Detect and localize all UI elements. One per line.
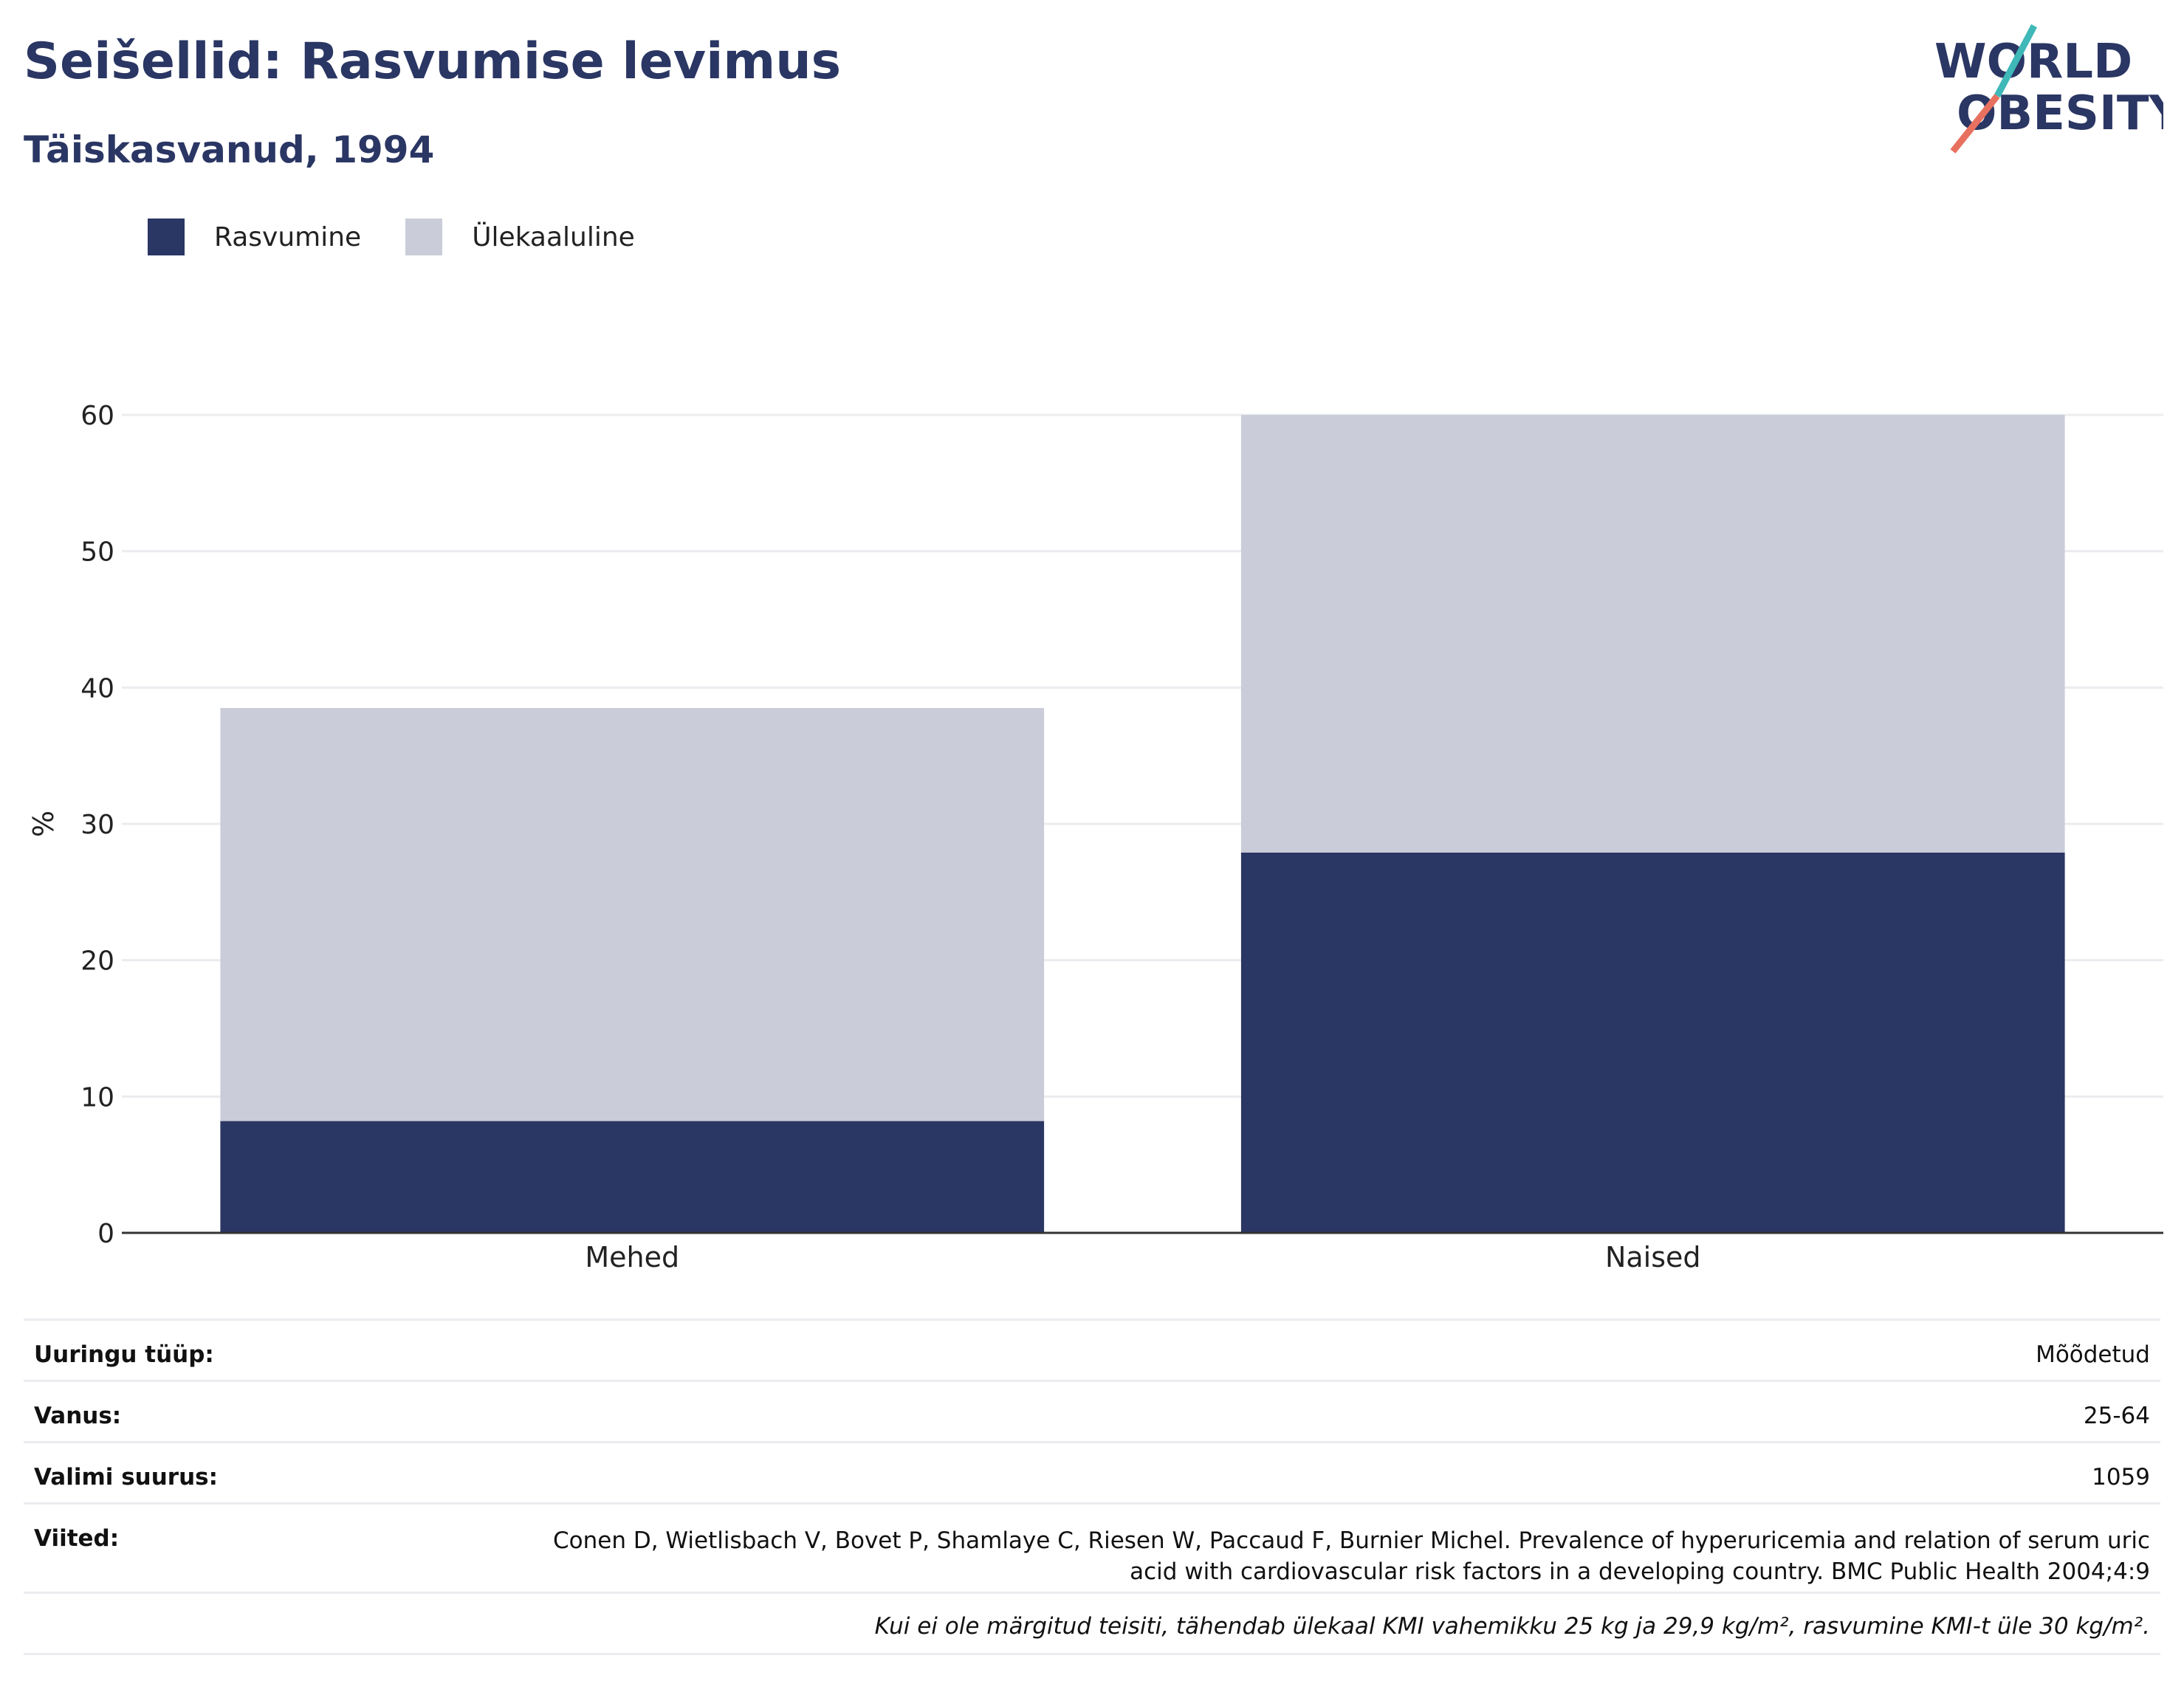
references-label: Viited: xyxy=(34,1525,120,1552)
chart-title: Seišellid: Rasvumise levimus xyxy=(24,32,842,91)
sample-size-label: Valimi suurus: xyxy=(34,1464,218,1491)
y-tick-label-60: 60 xyxy=(80,401,114,431)
y-tick-label-30: 30 xyxy=(80,810,114,840)
bar-mehed-overweight xyxy=(220,708,1045,1121)
y-axis-label: % xyxy=(27,811,60,837)
info-row-survey-type: Uuringu tüüp: Mõõdetud xyxy=(24,1318,2160,1380)
y-tick-label-40: 40 xyxy=(80,673,114,704)
definition-note: Kui ei ole märgitud teisiti, tähendab ül… xyxy=(874,1613,2150,1640)
x-tick-label-naised: Naised xyxy=(1605,1241,1701,1273)
legend-swatch-overweight xyxy=(405,219,443,255)
info-row-age: Vanus: 25-64 xyxy=(24,1380,2160,1441)
legend-label-overweight: Ülekaaluline xyxy=(472,221,635,252)
bar-chart: 0 10 20 30 40 50 60% Mehed Naised xyxy=(27,401,2163,1273)
world-obesity-logo: WORLD OBESITY xyxy=(1934,24,2163,154)
logo-line2: OBESITY xyxy=(1957,86,2163,141)
survey-type-value: Mõõdetud xyxy=(2036,1341,2150,1368)
bar-mehed-obesity xyxy=(220,1121,1045,1233)
chart-subtitle: Täiskasvanud, 1994 xyxy=(24,128,435,171)
logo-line1: WORLD xyxy=(1934,35,2132,89)
survey-type-label: Uuringu tüüp: xyxy=(34,1341,214,1368)
info-row-sample-size: Valimi suurus: 1059 xyxy=(24,1441,2160,1502)
y-tick-label-10: 10 xyxy=(80,1082,114,1113)
age-value: 25-64 xyxy=(2083,1403,2150,1429)
info-row-note: Kui ei ole märgitud teisiti, tähendab ül… xyxy=(24,1592,2160,1655)
legend-item-overweight: Ülekaaluline xyxy=(405,219,635,255)
legend-swatch-obesity xyxy=(148,219,185,255)
info-row-references: Viited: Conen D, Wietlisbach V, Bovet P,… xyxy=(24,1502,2160,1592)
y-tick-label-20: 20 xyxy=(80,946,114,977)
age-label: Vanus: xyxy=(34,1403,122,1429)
legend-item-obesity: Rasvumine xyxy=(148,219,361,255)
legend-label-obesity: Rasvumine xyxy=(214,221,362,252)
bar-naised-obesity xyxy=(1240,852,2065,1233)
x-tick-label-mehed: Mehed xyxy=(585,1241,679,1273)
legend: Rasvumine Ülekaaluline xyxy=(148,219,679,255)
bar-naised-overweight xyxy=(1240,415,2065,853)
references-value: Conen D, Wietlisbach V, Bovet P, Shamlay… xyxy=(553,1527,2150,1585)
info-table: Uuringu tüüp: Mõõdetud Vanus: 25-64 Vali… xyxy=(24,1318,2160,1655)
y-tick-label-50: 50 xyxy=(80,537,114,568)
sample-size-value: 1059 xyxy=(2092,1464,2150,1491)
y-tick-label-0: 0 xyxy=(97,1219,114,1249)
